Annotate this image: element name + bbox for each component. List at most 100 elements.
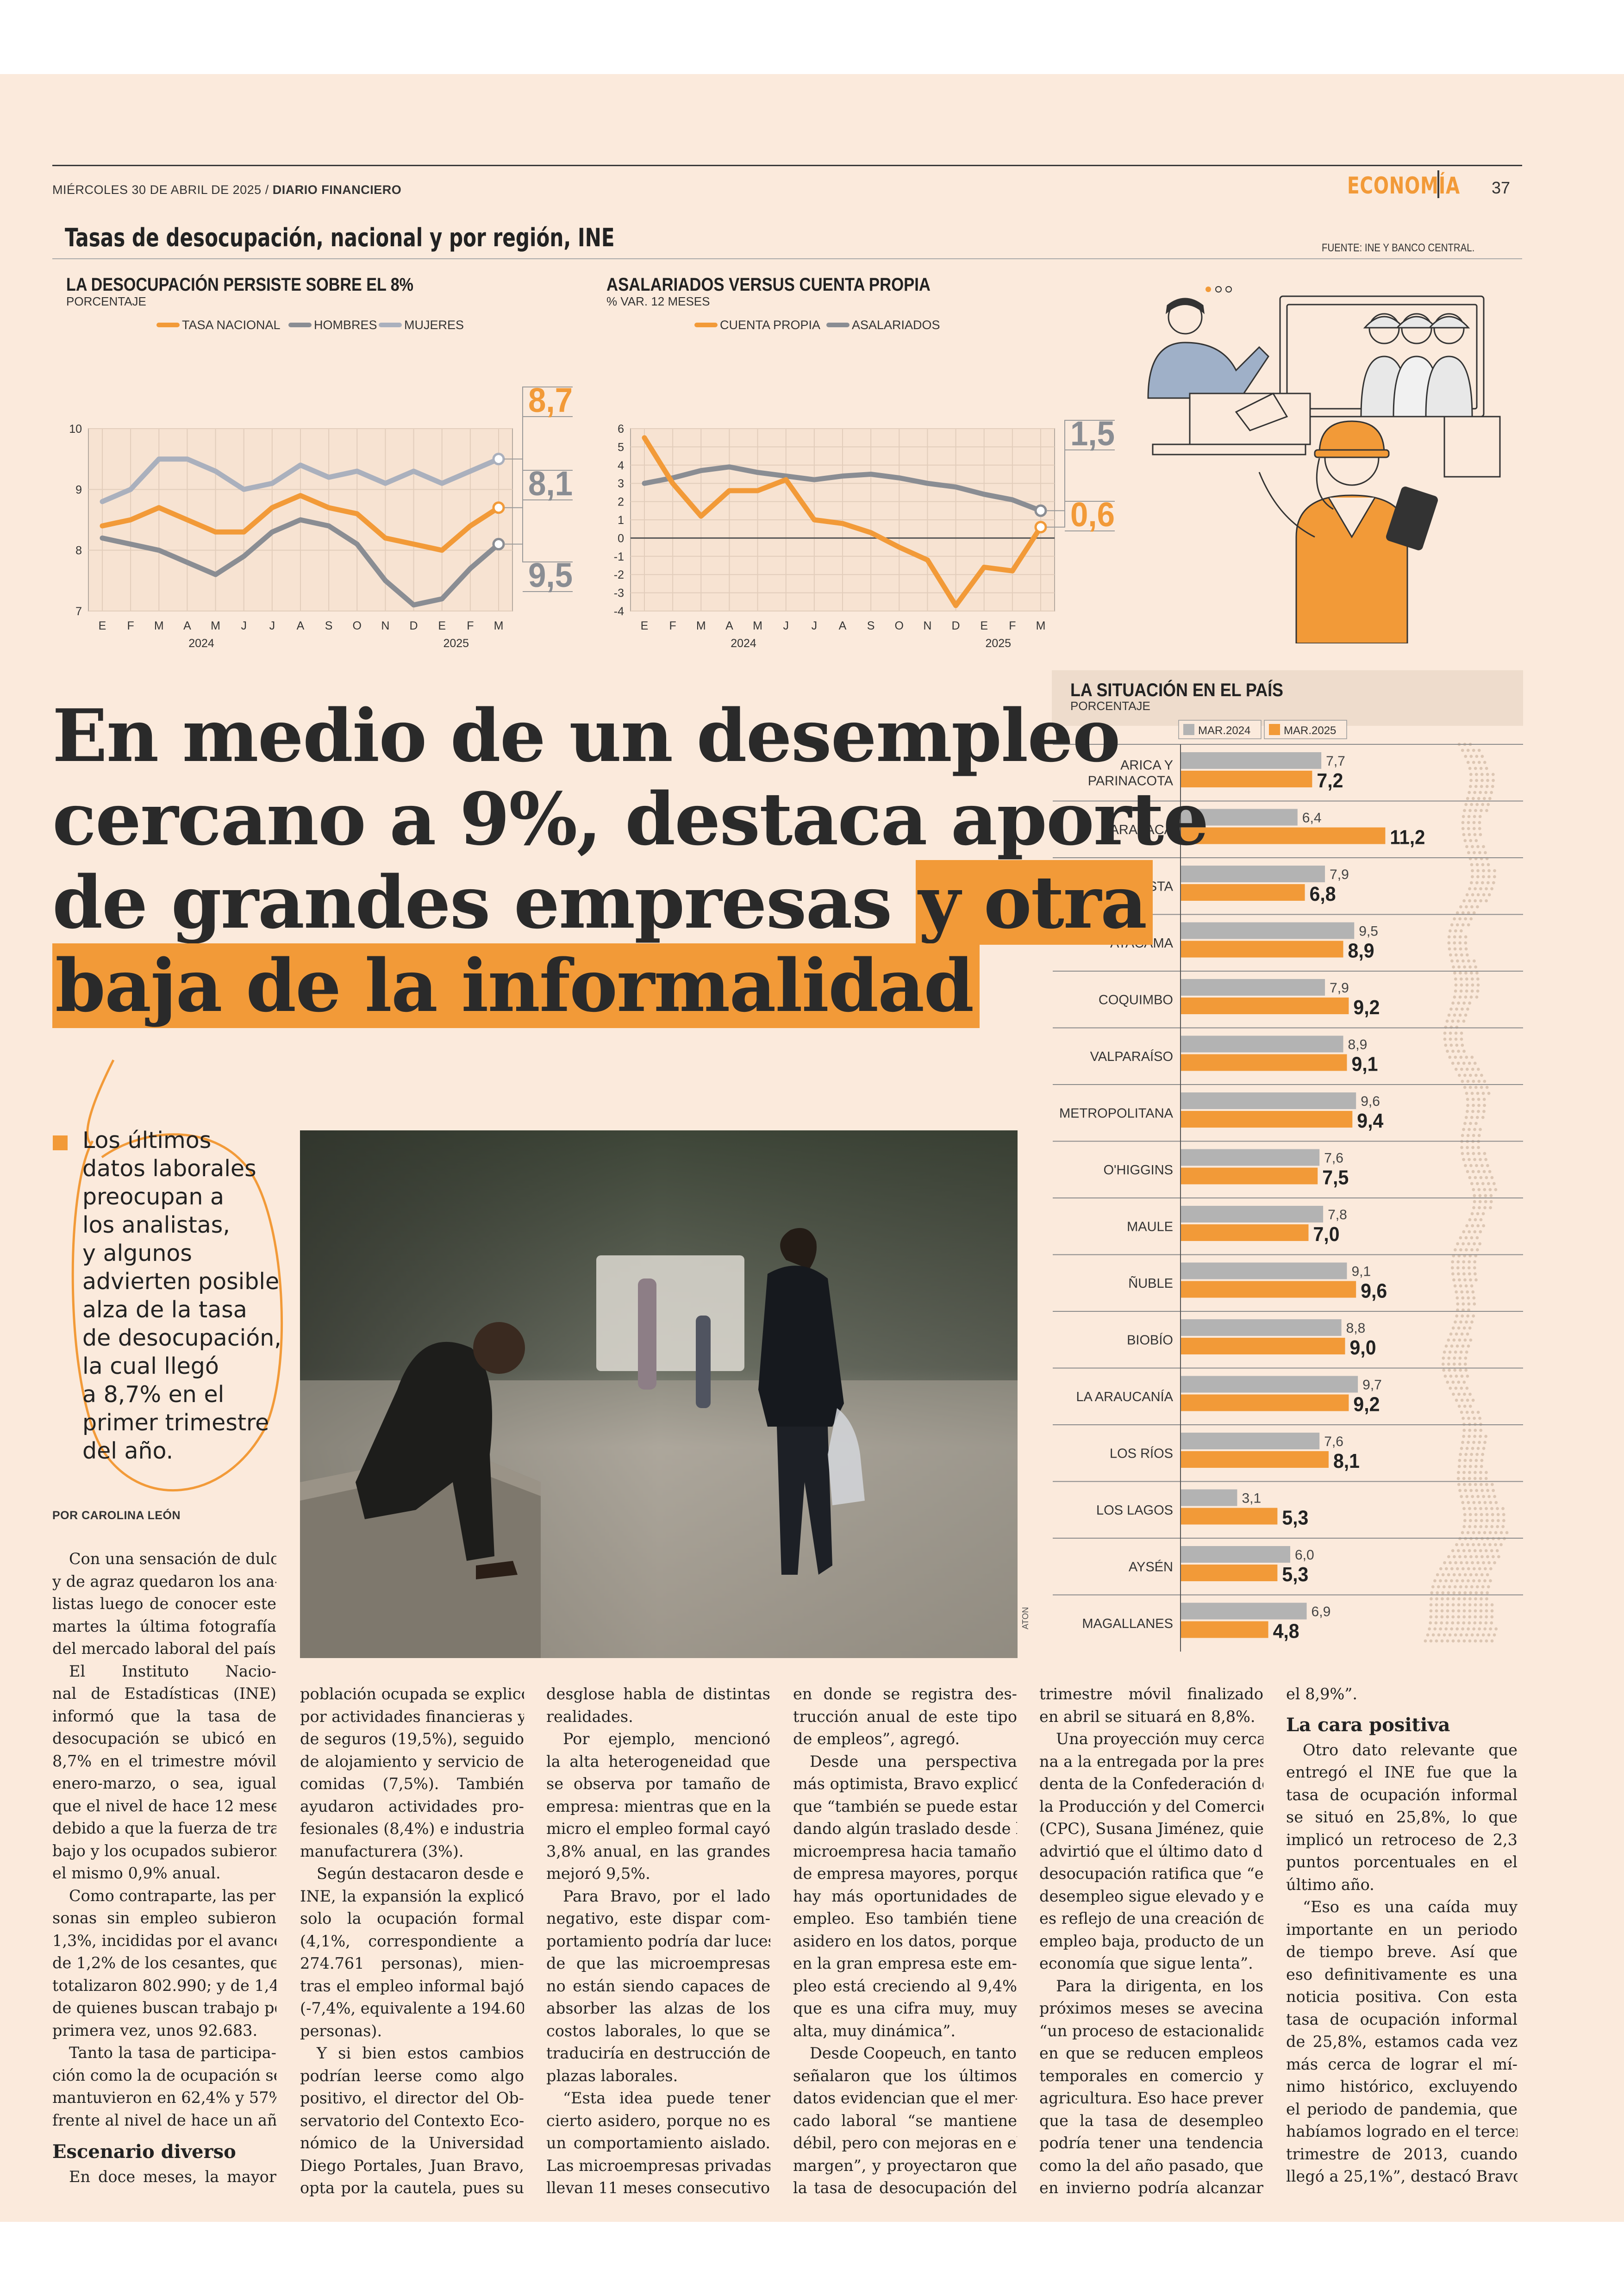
body-line: dando algún traslado desde la	[793, 1820, 1017, 1838]
x-tick-label: E	[980, 619, 988, 632]
body-line: en la gran empresa este em-	[793, 1954, 1017, 1972]
bar-2024-label: 7,9	[1330, 980, 1349, 996]
x-tick-label: M	[753, 619, 762, 632]
series-end-point	[1034, 521, 1047, 534]
legend-label: HOMBRES	[314, 318, 377, 332]
body-line: Desde una perspectiva	[810, 1752, 1017, 1771]
article-column-5: trimestre móvil finalizado en abril se si…	[1039, 1683, 1263, 2200]
body-line: hay más oportunidades de	[793, 1887, 1017, 1905]
bar-2025-label: 9,4	[1357, 1110, 1383, 1132]
body-line: es reflejo de una creación de	[1039, 1909, 1263, 1927]
body-line: el periodo de pandemia, que	[1286, 2100, 1518, 2118]
bar-2025-label: 8,1	[1333, 1450, 1360, 1472]
body-line: mejoró 9,5%.	[546, 1865, 650, 1883]
body-line: que “también se puede estar	[793, 1797, 1017, 1815]
bar-2024-label: 9,5	[1359, 924, 1378, 939]
y-tick-label: 8	[75, 544, 82, 557]
graphic-title: Tasas de desocupación, nacional y por re…	[65, 223, 615, 252]
bar-2024	[1181, 1035, 1343, 1053]
bar-2024	[1181, 1489, 1237, 1506]
body-line: más cerca de lograr el mí-	[1286, 2055, 1518, 2073]
body-line: “un proceso de estacionalidad	[1039, 2021, 1263, 2040]
x-tick-label: E	[99, 619, 106, 632]
bar-2024	[1181, 979, 1325, 996]
label-leader	[1046, 420, 1115, 511]
body-line: último año.	[1286, 1875, 1374, 1894]
x-tick-label: M	[494, 619, 504, 632]
body-line: de 1,2% de los cesantes, que	[52, 1954, 276, 1972]
lead-line: datos laborales	[82, 1155, 256, 1182]
series-line	[642, 435, 1043, 608]
body-line: 1,3%, incididas por el avance	[52, 1931, 276, 1950]
region-label: AYSÉN	[1129, 1559, 1173, 1574]
bar-2024-label: 8,9	[1348, 1037, 1368, 1053]
body-line: frente al nivel de hace un año.	[52, 2111, 276, 2129]
body-line: ción como la de ocupación se	[52, 2066, 276, 2084]
body-line: denta de la Confederación de	[1039, 1775, 1263, 1793]
body-line: negativo, este dispar com-	[546, 1909, 770, 1927]
body-line: un comportamiento aislado.	[546, 2134, 770, 2152]
bar-2025-label: 9,6	[1361, 1280, 1387, 1303]
body-line: Según destacaron desde el	[317, 1865, 524, 1883]
body-line: portamiento podría dar luces	[546, 1932, 770, 1950]
label-leader	[1046, 501, 1115, 528]
bar-2024-label: 6,4	[1302, 811, 1322, 826]
body-line: cierto asidero, porque no es	[546, 2111, 770, 2130]
body-line: por actividades financieras y	[300, 1707, 524, 1726]
body-line: asidero en los datos, porque	[793, 1932, 1017, 1950]
headline-line-2: cercano a 9%, destaca aporte	[52, 777, 1209, 861]
y-tick-label: 10	[69, 423, 82, 436]
page-number: 37	[1492, 178, 1511, 197]
region-label: LA ARAUCANÍA	[1076, 1389, 1173, 1404]
body-line: de empleos”, agregó.	[793, 1730, 960, 1748]
y-tick-label: 6	[618, 423, 624, 436]
series-end-label: 0,6	[1070, 495, 1115, 534]
body-line: y de agraz quedaron los ana-	[52, 1572, 276, 1590]
series-line	[100, 493, 501, 553]
lead-text: Los últimos datos laborales preocupan a los…	[82, 1126, 286, 1465]
body-line: plazas laborales.	[546, 2066, 678, 2085]
body-line: Otro dato relevante que	[1303, 1740, 1518, 1759]
body-line: de empresa mayores, porque	[793, 1865, 1017, 1883]
region-label: COQUIMBO	[1099, 992, 1173, 1007]
body-line: Por ejemplo, mencionó	[563, 1730, 770, 1748]
body-line: Diego Portales, Juan Bravo,	[300, 2156, 524, 2175]
body-line: trimestre móvil finalizado	[1039, 1685, 1263, 1703]
article-column-2: población ocupada se explicó por activida…	[300, 1683, 524, 2200]
body-line: podrían leerse como algo	[300, 2066, 524, 2085]
headline-line-3-plain: de grandes empresas	[52, 860, 916, 945]
lead-line: y algunos	[82, 1240, 192, 1266]
body-line: Para la dirigenta, en los	[1056, 1977, 1263, 1995]
bar-2024-label: 6,0	[1295, 1547, 1314, 1563]
bar-2024-label: 7,6	[1324, 1434, 1343, 1449]
body-line: realidades.	[546, 1707, 633, 1726]
x-tick-label: O	[895, 619, 904, 632]
x-tick-label: S	[325, 619, 333, 632]
body-line: nimo histórico, excluyendo	[1286, 2077, 1518, 2095]
lead-line: a 8,7% en el	[82, 1381, 225, 1408]
x-tick-label: J	[269, 619, 275, 632]
body-line: microempresa hacia tamaños	[793, 1842, 1017, 1860]
x-tick-label: M	[211, 619, 220, 632]
body-line: personas).	[300, 2021, 382, 2040]
body-line: tasa de ocupación informal	[1286, 2010, 1518, 2028]
body-line: en invierno podría alcanzar	[1039, 2179, 1263, 2197]
bar-2024	[1181, 1603, 1307, 1620]
man-with-laptop	[1147, 298, 1311, 455]
bar-2025-label: 9,2	[1353, 996, 1380, 1019]
newspaper-page: MIÉRCOLES 30 DE ABRIL DE 2025 / DIARIO F…	[0, 74, 1624, 2222]
body-line: Las microempresas privadas	[546, 2156, 770, 2175]
body-line: Una proyección muy cerca-	[1056, 1730, 1263, 1748]
bar-2025	[1181, 1338, 1345, 1354]
bar-2025	[1181, 1224, 1309, 1241]
region-label: LOS LAGOS	[1096, 1503, 1173, 1518]
byline: POR CAROLINA LEÓN	[52, 1509, 181, 1522]
bar-2024-label: 7,6	[1324, 1151, 1343, 1166]
series-end-label: 9,5	[528, 556, 573, 594]
workers-illustration	[1147, 286, 1501, 643]
bar-2025	[1181, 1281, 1356, 1298]
x-tick-label: M	[154, 619, 164, 632]
body-line: débil, pero con mejoras en el	[793, 2134, 1017, 2152]
body-line: como la del año pasado, que	[1039, 2156, 1263, 2175]
